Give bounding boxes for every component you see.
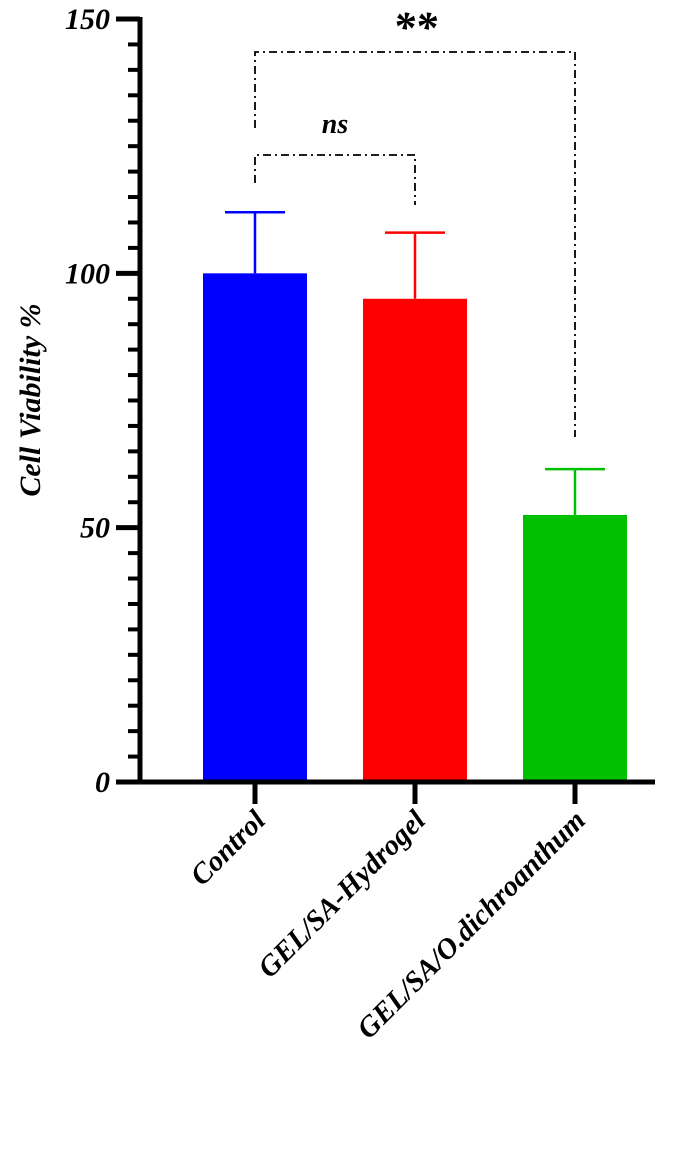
x-tick-label: GEL/SA-Hydrogel xyxy=(252,804,433,985)
bar xyxy=(203,273,307,782)
y-tick-label: 150 xyxy=(65,3,110,36)
bracket xyxy=(254,154,416,205)
bracket xyxy=(254,51,576,437)
x-tick-label: Control xyxy=(184,804,272,892)
y-tick-label: 50 xyxy=(80,512,110,545)
annotation: ** xyxy=(393,3,438,52)
y-axis-label: Cell Viability % xyxy=(14,303,47,496)
annotation: ns xyxy=(322,109,349,140)
y-tick-label: 0 xyxy=(95,766,110,799)
bar xyxy=(363,298,467,782)
bar xyxy=(523,514,627,782)
y-tick-label: 100 xyxy=(65,257,110,290)
